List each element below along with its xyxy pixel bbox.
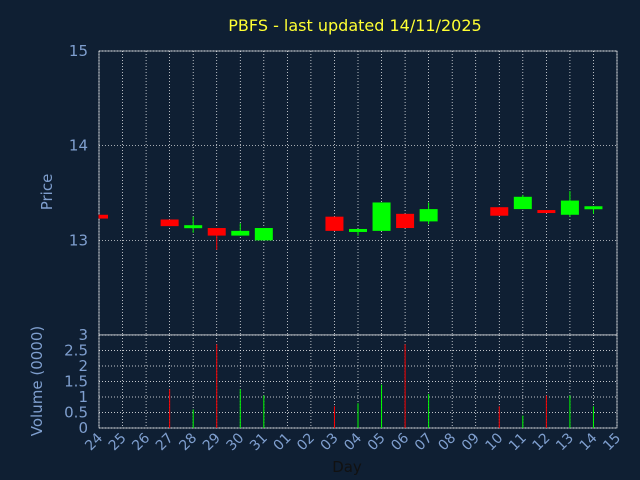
candle-body: [560, 200, 579, 215]
candle-body: [349, 228, 367, 232]
x-tick-label: 04: [341, 430, 365, 454]
candle-body: [325, 216, 344, 231]
candle-body: [160, 219, 179, 227]
x-tick-label: 05: [365, 430, 389, 454]
x-tick-label: 09: [459, 430, 483, 454]
volume-tick-label: 0: [78, 419, 88, 437]
x-tick-label: 31: [247, 430, 271, 454]
volume-tick-label: 0.5: [64, 404, 88, 422]
volume-tick-label: 1.5: [64, 373, 88, 391]
candle-body: [584, 206, 603, 210]
price-tick-label: 14: [69, 137, 88, 155]
volume-axis-label: Volume (0000): [28, 326, 46, 436]
price-tick-label: 15: [69, 42, 88, 60]
candle-body: [254, 228, 273, 241]
candle-body: [396, 213, 415, 229]
candle-body: [372, 202, 391, 231]
x-tick-label: 25: [106, 430, 130, 454]
x-tick-label: 06: [388, 430, 412, 454]
volume-panel: 00.511.522.53: [64, 326, 618, 437]
x-tick-label: 26: [129, 430, 153, 454]
x-tick-label: 01: [271, 430, 295, 454]
x-tick-label: 27: [153, 430, 177, 454]
x-tick-label: 11: [506, 430, 530, 454]
x-tick-label: 07: [412, 430, 436, 454]
candle-body: [490, 207, 509, 216]
x-tick-label: 14: [577, 430, 601, 454]
volume-tick-label: 3: [78, 326, 88, 344]
volume-tick-label: 1: [78, 388, 88, 406]
x-tick-label: 28: [176, 430, 200, 454]
chart-title: PBFS - last updated 14/11/2025: [228, 16, 481, 35]
price-axis-label: Price: [38, 174, 56, 211]
x-tick-label: 13: [553, 430, 577, 454]
x-tick-label: 29: [200, 430, 224, 454]
volume-tick-label: 2.5: [64, 342, 88, 360]
x-tick-label: 08: [435, 430, 459, 454]
x-tick-label: 15: [600, 430, 624, 454]
candle-body: [231, 230, 250, 236]
price-tick-label: 13: [69, 231, 88, 249]
x-axis-label: Day: [332, 458, 362, 476]
candle-body: [184, 225, 203, 229]
x-tick-label: 10: [482, 430, 506, 454]
candle-body: [99, 214, 108, 219]
volume-tick-label: 2: [78, 357, 88, 375]
candle-body: [513, 196, 532, 210]
candle-body: [207, 228, 226, 236]
x-tick-label: 02: [294, 430, 318, 454]
x-tick-label: 12: [530, 430, 554, 454]
price-panel: 13 14 15: [69, 42, 618, 336]
x-tick-label: 03: [318, 430, 342, 454]
x-axis: 24 25 26 27 28 29 30 31 01 02 03 04 05 06 07 08 09 10 11 12…: [82, 430, 624, 454]
candle-body: [419, 209, 438, 222]
x-tick-label: 30: [223, 430, 247, 454]
candle-body: [537, 210, 556, 214]
